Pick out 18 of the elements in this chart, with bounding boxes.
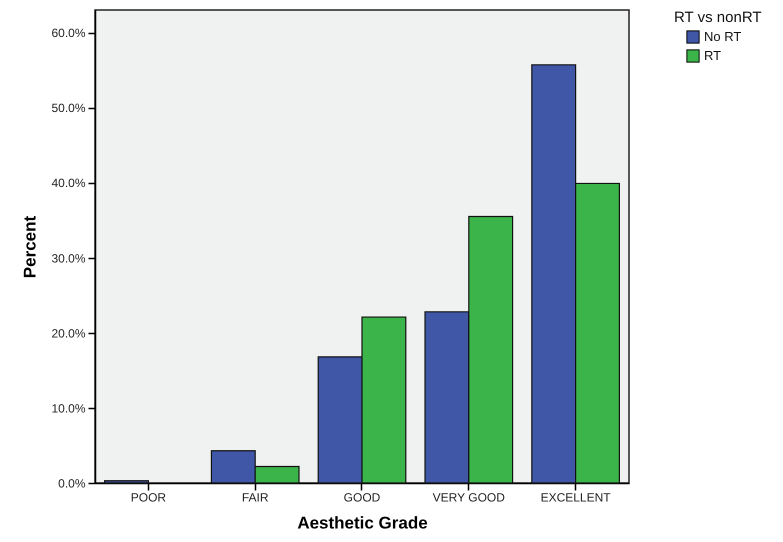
x-tick-label: VERY GOOD [432, 490, 506, 504]
x-axis-title: Aesthetic Grade [297, 514, 428, 532]
x-tick-label: EXCELLENT [540, 490, 612, 504]
legend-label: No RT [704, 29, 742, 44]
y-tick-label: 20.0% [51, 326, 86, 340]
x-tick-label: GOOD [344, 490, 381, 504]
x-tick-label: FAIR [242, 490, 269, 504]
y-tick-label: 60.0% [51, 26, 86, 40]
bar [104, 480, 149, 484]
y-axis-title: Percent [20, 215, 40, 278]
x-tick-label: POOR [130, 490, 166, 504]
legend-label: RT [704, 48, 722, 63]
y-tick-label: 30.0% [51, 251, 86, 266]
y-tick-label: 0.0% [58, 476, 86, 490]
y-tick-label: 50.0% [51, 101, 86, 116]
y-tick-label: 10.0% [51, 401, 86, 416]
y-tick-label: 40.0% [51, 176, 86, 190]
legend-title: RT vs nonRT [674, 9, 762, 26]
